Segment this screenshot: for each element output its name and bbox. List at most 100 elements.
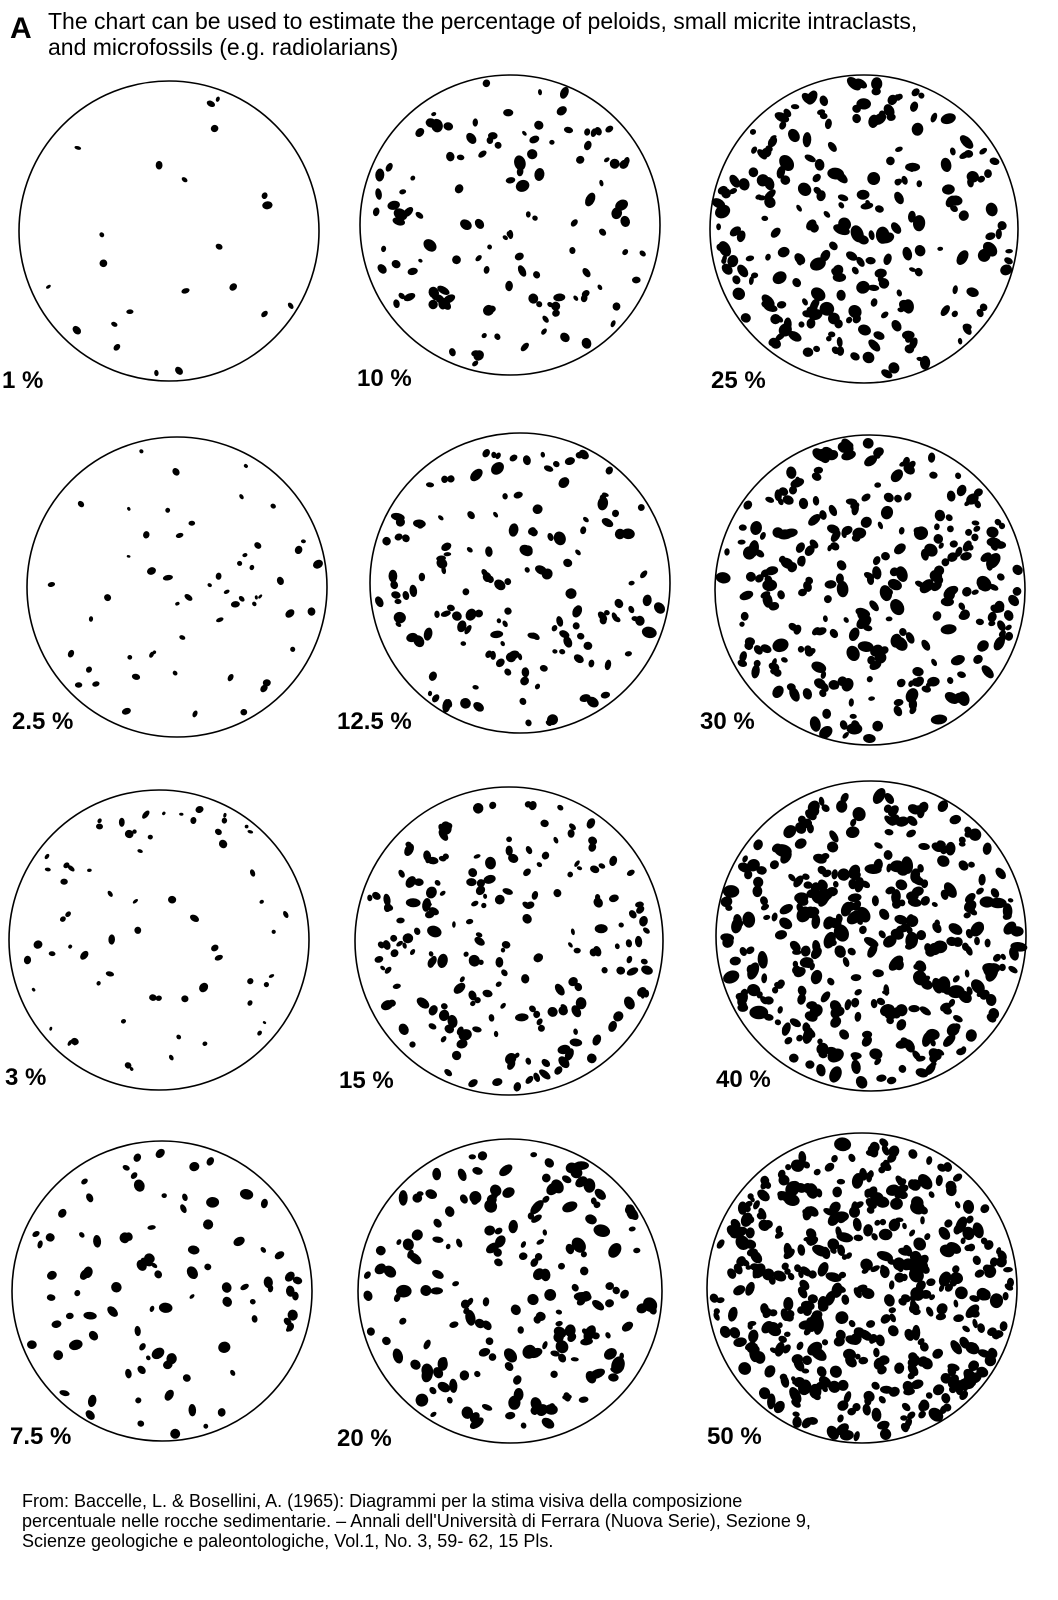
grain: [507, 229, 514, 240]
grain: [440, 1003, 448, 1010]
grain: [65, 911, 71, 918]
grain: [23, 955, 32, 965]
grain: [809, 298, 820, 311]
grain: [839, 720, 848, 730]
grain: [806, 90, 818, 105]
grain: [544, 1158, 555, 1168]
grain: [451, 1050, 462, 1061]
grain: [801, 1368, 810, 1374]
grain: [530, 1152, 538, 1158]
grain: [879, 1138, 889, 1147]
grain: [817, 1295, 828, 1309]
grain: [151, 1262, 158, 1269]
grain: [780, 175, 791, 185]
grain: [765, 566, 779, 576]
grain: [451, 611, 462, 621]
grain: [409, 1041, 416, 1048]
grain: [559, 630, 570, 639]
grain: [911, 678, 920, 687]
grain: [641, 626, 657, 639]
grain: [709, 1293, 719, 1303]
grain: [827, 1213, 840, 1226]
grain: [872, 566, 882, 580]
grain: [968, 861, 975, 868]
grain: [448, 348, 456, 357]
grain: [468, 954, 480, 967]
grain: [247, 978, 254, 985]
percentage-panel: 10 %: [357, 74, 661, 392]
grain: [816, 1063, 826, 1077]
grain: [928, 942, 941, 956]
grain: [428, 1023, 437, 1030]
grain: [958, 612, 968, 620]
grain: [514, 1052, 520, 1058]
grain: [574, 860, 580, 867]
grain: [816, 190, 826, 202]
grain: [887, 94, 898, 106]
grain: [813, 1168, 821, 1176]
comparison-circle: [18, 80, 320, 382]
grain: [879, 232, 895, 244]
grain: [901, 1402, 911, 1412]
grain: [814, 678, 826, 689]
grain: [247, 830, 254, 834]
grain: [533, 1010, 541, 1019]
grain: [769, 860, 779, 870]
grain: [541, 328, 547, 335]
grain: [911, 122, 924, 136]
grain: [798, 497, 809, 510]
grain: [452, 255, 461, 265]
grain: [768, 662, 780, 672]
grain: [259, 899, 264, 904]
grain: [392, 217, 406, 226]
grain: [874, 452, 881, 459]
grain: [909, 1179, 922, 1191]
grain: [47, 1270, 57, 1280]
grain: [774, 1231, 784, 1239]
percentage-label: 20 %: [337, 1425, 392, 1452]
grain: [959, 1390, 969, 1401]
percentage-panel: 40 %: [715, 780, 1028, 1093]
grain: [471, 1197, 479, 1205]
grain: [809, 1313, 823, 1331]
grain: [727, 255, 739, 268]
grain: [524, 801, 532, 808]
grain: [491, 451, 497, 459]
grain: [188, 1404, 197, 1417]
grain: [501, 969, 508, 977]
grain: [555, 1320, 563, 1327]
grain: [399, 189, 407, 195]
grain: [841, 525, 853, 536]
grain: [432, 1236, 444, 1243]
grain: [558, 1006, 568, 1016]
percentage-label: 10 %: [357, 365, 412, 392]
grain: [914, 267, 923, 277]
grain: [605, 125, 614, 133]
grain: [874, 482, 882, 488]
grain: [739, 590, 754, 601]
grain: [740, 611, 749, 621]
grain: [770, 227, 781, 238]
grain: [593, 897, 603, 908]
grain: [573, 947, 581, 954]
grain: [575, 1176, 588, 1188]
grain: [852, 807, 866, 822]
grain: [74, 682, 83, 688]
grain: [190, 817, 197, 824]
grain: [635, 901, 644, 908]
grain: [372, 891, 381, 900]
grain: [878, 1228, 893, 1241]
grain: [836, 289, 846, 301]
grain: [916, 930, 927, 941]
grain: [905, 632, 915, 644]
grain: [800, 945, 811, 957]
grain: [263, 981, 269, 988]
grain: [819, 510, 827, 520]
grain: [715, 572, 731, 584]
grain: [413, 927, 421, 936]
grain: [529, 1005, 536, 1013]
grain: [796, 259, 803, 266]
grain: [768, 1276, 776, 1285]
grain: [815, 1188, 823, 1198]
grain: [65, 1312, 74, 1320]
